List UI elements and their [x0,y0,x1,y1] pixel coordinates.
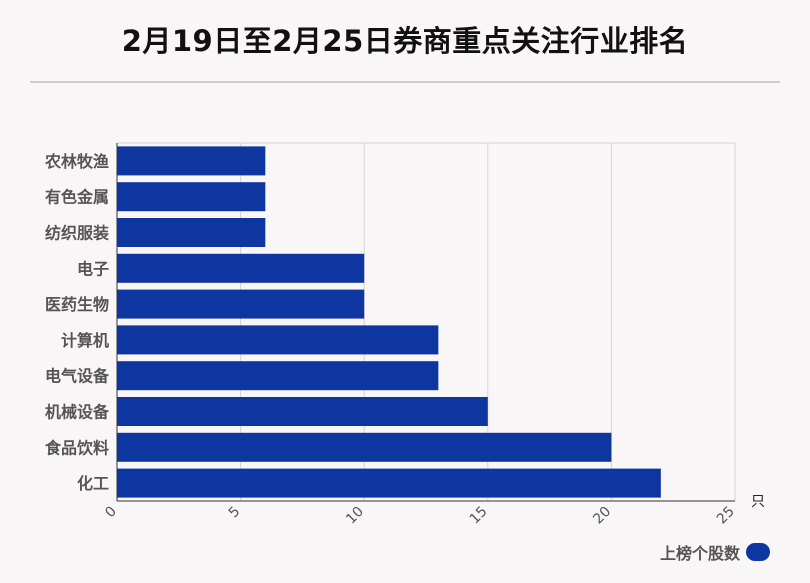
bar [117,253,365,283]
legend: 上榜个股数 [660,540,770,564]
bar-series [117,146,661,498]
category-label: 机械设备 [45,403,110,422]
x-tick-label: 15 [467,504,491,528]
bar [117,397,488,426]
chart-title: 2月19日至2月25日券商重点关注行业排名 [121,24,689,58]
x-tick-label: 0 [102,504,120,522]
x-tick-label: 25 [714,504,738,528]
category-label: 化工 [77,474,109,493]
bar [117,468,661,498]
x-tick-labels: 0 5 10 15 20 25 [102,504,738,528]
category-label: 医药生物 [45,295,109,314]
bar [117,325,439,355]
x-tick-label: 20 [590,504,614,528]
category-label: 食品饮料 [44,438,109,457]
bar [117,146,266,176]
x-axis-unit: 只 [751,494,765,510]
legend-swatch [746,543,770,561]
category-label: 农林牧渔 [44,152,109,171]
x-tick-label: 10 [343,504,367,528]
legend-label: 上榜个股数 [659,544,740,563]
bar [117,182,266,212]
x-tick-label: 5 [226,504,244,522]
bar [117,218,266,247]
bar [117,289,365,319]
category-label: 计算机 [61,331,109,350]
bar [117,361,439,391]
title-divider [30,81,780,83]
category-label: 电气设备 [45,367,110,386]
category-label: 有色金属 [45,188,109,207]
category-label: 纺织服装 [45,224,109,243]
bar [117,432,612,462]
category-label: 电子 [77,259,109,278]
